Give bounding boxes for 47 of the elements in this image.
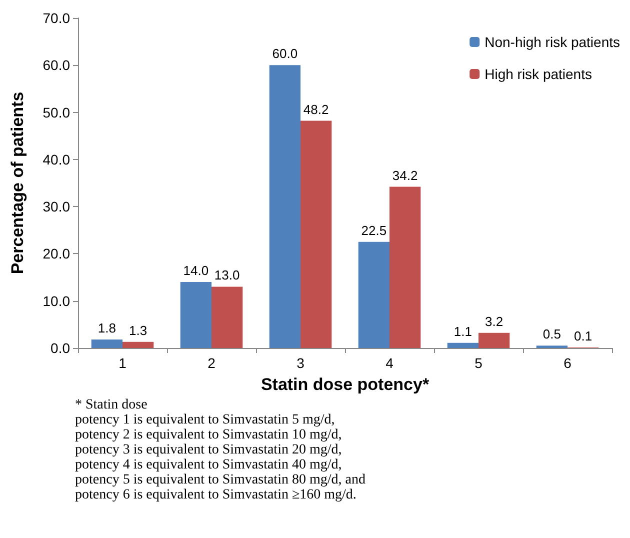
bar [212,286,243,348]
bar [91,340,122,348]
text: potency 3 is equivalent to Simvastatin 20 mg/d, [75,442,342,458]
y-tick-label: 50.0 [42,104,70,120]
data-label: 1.8 [98,320,116,336]
data-label: 48.2 [303,102,329,117]
bar [447,342,478,348]
y-tick-label: 40.0 [42,151,70,168]
data-label: 60.0 [272,46,298,62]
bar [180,282,212,348]
data-label: 13.0 [214,268,240,283]
text: potency 4 is equivalent to Simvastatin 40 mg/d, [75,458,342,472]
bar [390,186,421,348]
bar [358,242,390,348]
y-axis-title: Percentage of patients [8,92,27,274]
y-tick-label: 70.0 [42,10,70,26]
y-tick-label: 0.0 [50,340,70,356]
data-label: 1.3 [129,322,148,338]
data-label: 0.5 [542,326,561,342]
x-tick-label: 1 [118,355,127,371]
text: potency 6 is equivalent to Simvastatin ≥160 mg/d. [75,488,356,502]
x-tick-label: 2 [208,355,216,371]
data-label: 22.5 [361,222,387,238]
x-axis-title: Statin dose potency* [260,375,430,394]
y-tick-label: 20.0 [42,246,70,262]
x-tick-label: 4 [386,355,394,371]
data-label: 0.1 [574,328,592,344]
bar [478,332,510,348]
text: * Statin dose [75,398,148,412]
data-label: 34.2 [392,168,418,183]
bar [269,65,300,348]
y-tick-label: 10.0 [42,292,70,309]
data-label: 3.2 [485,314,504,329]
data-label: 1.1 [454,324,472,339]
y-tick-label: 30.0 [42,198,70,215]
x-tick-label: 6 [564,355,572,371]
bar [300,120,332,348]
text: potency 2 is equivalent to Simvastatin 10 mg/d, [75,428,342,442]
bar [122,342,154,348]
text: potency 5 is equivalent to Simvastatin 80 mg/d, and [75,472,366,488]
data-label: 14.0 [183,263,209,278]
text: potency 1 is equivalent to Simvastatin 5 mg/d, [75,412,335,428]
x-tick-label: 3 [296,355,305,371]
y-tick-label: 60.0 [42,57,70,74]
legend-label: Non-high risk patients [484,34,620,50]
legend-label: High risk patients [484,66,592,82]
x-tick-label: 5 [474,355,483,371]
